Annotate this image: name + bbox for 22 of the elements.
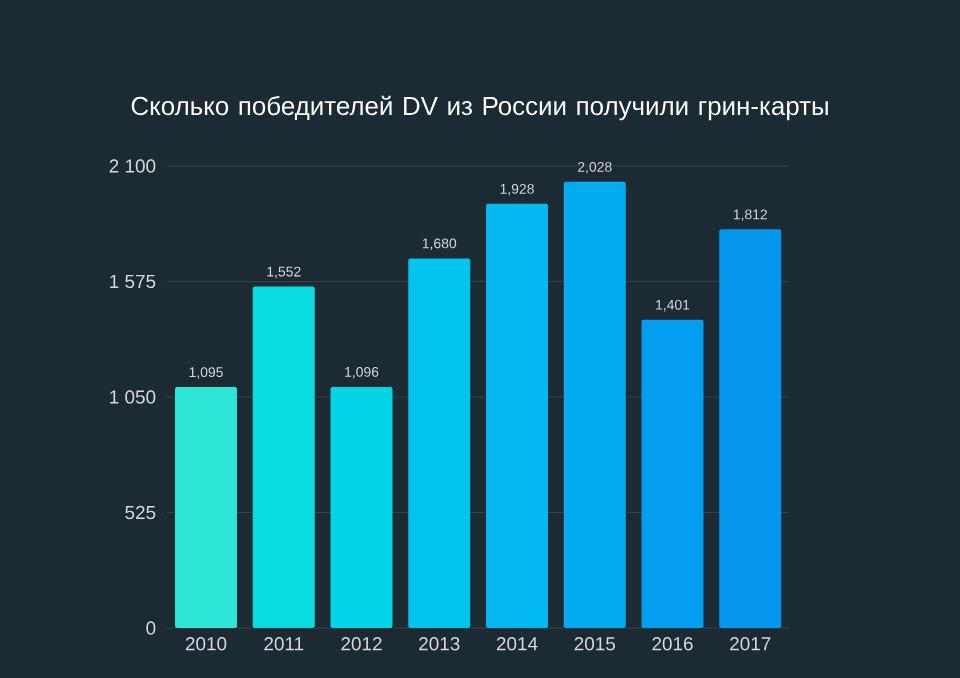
- bar: [486, 203, 549, 628]
- bar: [330, 386, 393, 628]
- y-tick-label: 1 575: [110, 274, 156, 289]
- x-tick-label: 2014: [496, 637, 538, 651]
- y-tick-label: 2 100: [109, 159, 156, 173]
- x-tick-label: 2010: [185, 637, 227, 651]
- y-tick-label: 525: [125, 505, 156, 520]
- chart-title: Сколько победителей DV из России получили грин-карты: [131, 95, 828, 121]
- bar: [719, 229, 782, 628]
- bar: [175, 387, 238, 628]
- x-tick-label: 2015: [574, 637, 616, 651]
- bar: [252, 286, 315, 628]
- bar: [408, 258, 471, 628]
- bar: [641, 319, 704, 628]
- x-tick-label: 2017: [730, 637, 771, 651]
- x-tick-label: 2016: [652, 637, 693, 651]
- bar: [563, 181, 626, 628]
- y-tick-label: 1 050: [110, 390, 156, 404]
- x-tick-label: 2012: [341, 637, 382, 651]
- y-tick-label: 0: [146, 621, 156, 635]
- x-tick-label: 2013: [419, 637, 460, 651]
- x-tick-label: 2011: [264, 637, 304, 651]
